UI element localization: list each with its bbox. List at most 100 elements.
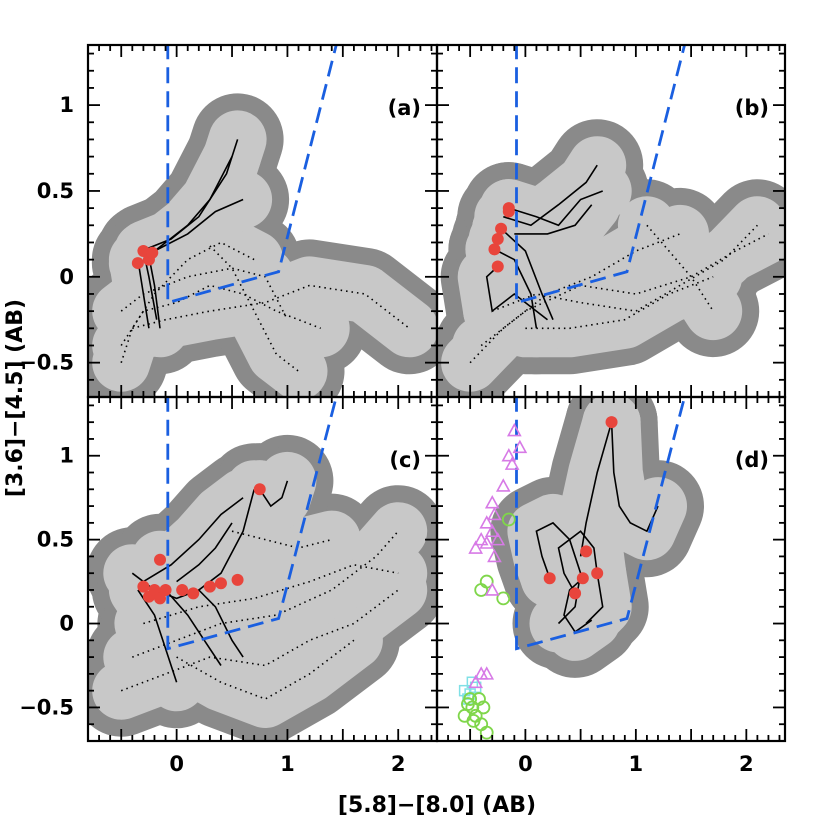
red-point <box>495 222 508 235</box>
model-track <box>145 139 239 251</box>
magenta-triangle <box>484 582 500 596</box>
red-point <box>502 202 515 215</box>
y-tick-labels: −0.5 0 0.5 1 −0.5 0 0.5 1 <box>19 93 74 719</box>
model-track <box>164 589 222 666</box>
magenta-triangle <box>479 515 495 529</box>
x-tick-label: 1 <box>280 752 295 776</box>
magenta-triangle <box>473 531 489 546</box>
y-tick-label: 1 <box>59 93 74 117</box>
model-track-dotted <box>469 233 681 364</box>
magenta-triangle <box>504 456 520 470</box>
red-point <box>137 245 150 258</box>
model-track <box>198 589 244 658</box>
red-point <box>569 587 582 600</box>
green-circle <box>476 700 491 715</box>
red-point <box>131 257 144 270</box>
selection-box <box>166 397 338 651</box>
model-track <box>508 190 603 227</box>
model-track <box>494 248 538 329</box>
model-track <box>485 265 548 321</box>
y-axis-title: [3.6]−[4.5] (AB) <box>3 299 28 497</box>
panel-b: (b) <box>435 43 787 399</box>
green-circle <box>466 713 481 728</box>
model-track <box>514 204 593 235</box>
model-track <box>137 259 150 329</box>
model-track-dotted <box>176 639 355 700</box>
red-point <box>580 545 593 558</box>
model-track <box>563 577 593 634</box>
model-track <box>610 422 659 533</box>
panel-d: (d) <box>435 395 787 743</box>
green-circle <box>474 583 489 597</box>
panel-a: (a) <box>86 43 439 399</box>
model-track-dotted <box>480 233 769 347</box>
y-tick-label: 0.5 <box>37 179 74 203</box>
model-track <box>259 480 289 508</box>
model-track <box>154 198 244 252</box>
magenta-triangle <box>468 540 484 554</box>
x-tick-label: 1 <box>629 752 644 776</box>
model-track <box>503 164 598 227</box>
green-circle <box>479 725 494 740</box>
band-inner-stroke <box>180 216 328 397</box>
panel-ticks <box>88 397 437 741</box>
model-track-dotted <box>120 267 289 321</box>
x-tick-label: 2 <box>739 752 754 776</box>
model-track-dotted <box>143 563 399 625</box>
y-tick-label: −0.5 <box>19 695 74 719</box>
magenta-triangle <box>487 506 502 521</box>
x-tick-label: 0 <box>518 752 533 776</box>
y-tick-label: 1 <box>59 444 74 468</box>
red-point <box>176 583 189 596</box>
red-point <box>605 416 618 429</box>
model-track-dotted <box>525 276 714 330</box>
y-tick-label: −0.5 <box>19 351 74 375</box>
panel-ticks <box>437 45 785 397</box>
model-track <box>142 497 244 583</box>
red-point <box>253 483 266 496</box>
red-point <box>214 577 227 590</box>
model-track-dotted <box>231 530 332 549</box>
red-point <box>137 580 150 593</box>
magenta-triangle <box>512 439 528 454</box>
panels: (a) (b) (c) (d) <box>86 43 787 743</box>
panel-frame <box>435 395 787 743</box>
x-axis-title: [5.8]−[8.0] (AB) <box>338 793 536 818</box>
panel-label: (d) <box>735 448 769 472</box>
green-circle <box>474 717 489 732</box>
selection-box <box>166 45 338 305</box>
model-track <box>535 521 582 625</box>
red-point <box>159 583 172 596</box>
panel-c: (c) <box>86 395 439 743</box>
model-track-dotted <box>132 284 410 330</box>
x-tick-labels: 0 1 2 0 1 2 <box>169 752 753 776</box>
panel-label: (c) <box>389 448 421 472</box>
green-circle <box>472 692 486 706</box>
red-point <box>187 587 200 600</box>
red-point <box>154 553 167 566</box>
y-tick-label: 0 <box>59 612 74 636</box>
model-track <box>176 522 233 583</box>
selection-box <box>515 45 686 305</box>
red-point <box>203 580 216 593</box>
x-tick-label: 0 <box>169 752 184 776</box>
red-point <box>491 260 504 273</box>
red-point <box>491 233 504 246</box>
red-point <box>231 573 244 586</box>
model-track-dotted <box>646 224 714 312</box>
magenta-triangle <box>501 448 517 462</box>
model-track <box>500 228 554 321</box>
red-point <box>488 243 501 256</box>
panel-label: (a) <box>388 96 421 120</box>
magenta-triangle <box>484 523 500 538</box>
red-point <box>576 572 589 585</box>
magenta-triangle <box>487 548 502 563</box>
red-point <box>146 246 159 259</box>
panel-ticks <box>437 397 785 741</box>
y-tick-label: 0 <box>59 265 74 289</box>
model-track <box>579 421 613 557</box>
panel-label: (b) <box>735 96 769 120</box>
density-band-inner <box>92 451 428 728</box>
selection-box <box>515 397 686 651</box>
